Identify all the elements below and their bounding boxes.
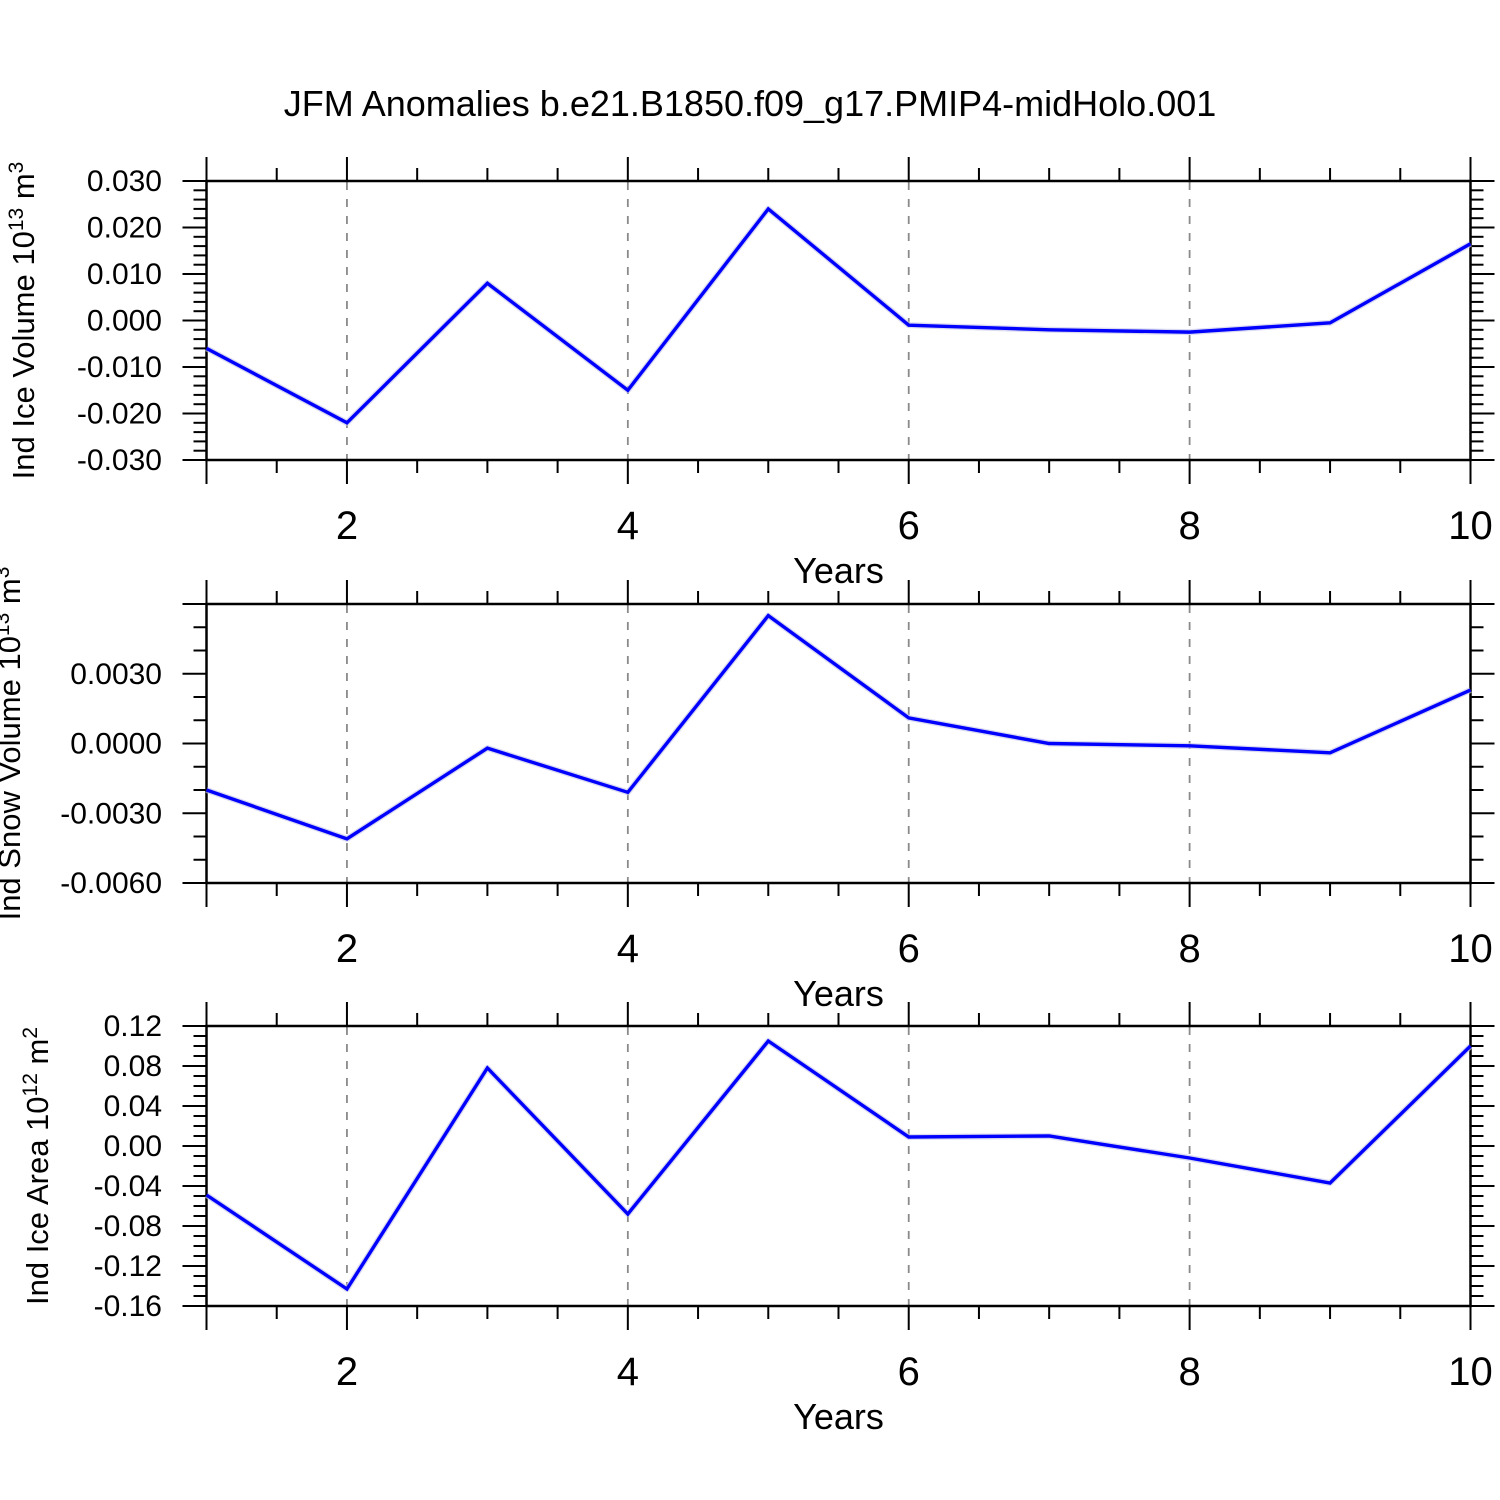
y-tick-label: -0.030 <box>77 444 162 477</box>
y-tick-label: -0.04 <box>94 1170 162 1203</box>
y-tick-label: 0.08 <box>104 1050 162 1083</box>
y-axis-title: Ind Ice Volume 1013 m3 <box>5 162 41 480</box>
subplot-3: 0.12 0.08 0.04 0.00 -0.04 -0.08 -0.12 -0.16 2 4 6 8… <box>19 1002 1495 1437</box>
plot-box <box>205 1024 1472 1308</box>
x-tick-label: 6 <box>898 1350 920 1394</box>
y-tick-label: 0.010 <box>87 258 162 291</box>
y-tick-label: 0.000 <box>87 305 162 338</box>
x-tick-label: 4 <box>617 927 639 971</box>
series-line <box>205 206 1472 425</box>
series-line <box>205 1038 1472 1292</box>
series-line-halo <box>204 1038 1473 1292</box>
x-axis-title: Years <box>793 973 884 1014</box>
x-tick-label: 8 <box>1178 504 1200 548</box>
plot-box <box>205 179 1472 462</box>
x-tick-label: 8 <box>1178 927 1200 971</box>
x-tick-label: 2 <box>336 927 358 971</box>
x-tick-label: 6 <box>898 504 920 548</box>
series-line-halo <box>205 205 1472 426</box>
y-tick-label: 0.00 <box>104 1130 162 1163</box>
series-line <box>205 613 1472 841</box>
y-tick-label: -0.0030 <box>60 797 162 830</box>
y-tick-label: 0.020 <box>87 212 162 245</box>
x-tick-label: 4 <box>617 1350 639 1394</box>
chart-title: JFM Anomalies b.e21.B1850.f09_g17.PMIP4-… <box>283 83 1217 124</box>
subplot-1: 0.030 0.020 0.010 0.000 -0.010 -0.020 -0.030 2 4… <box>5 157 1495 591</box>
plot-box <box>205 602 1472 885</box>
y-tick-label: 0.0000 <box>70 728 162 761</box>
y-tick-label: 0.04 <box>104 1090 162 1123</box>
x-tick-label: 6 <box>898 927 920 971</box>
y-tick-label: 0.030 <box>87 165 162 198</box>
y-axis-title: Ind Snow Volume 1013 m3 <box>0 567 27 921</box>
y-tick-label: -0.16 <box>94 1290 162 1323</box>
y-axis-title: Ind Ice Area 1012 m2 <box>19 1027 55 1305</box>
x-tick-label: 10 <box>1448 1350 1493 1394</box>
x-tick-label: 10 <box>1448 927 1493 971</box>
y-tick-label: -0.08 <box>94 1210 162 1243</box>
subplot-2: 0.0030 0.0000 -0.0030 -0.0060 2 4 6 8 10 Years Ind… <box>0 567 1495 1014</box>
x-tick-label: 2 <box>336 504 358 548</box>
y-tick-label: -0.12 <box>94 1250 162 1283</box>
y-tick-label: -0.020 <box>77 398 162 431</box>
y-tick-label: 0.0030 <box>70 658 162 691</box>
x-axis-title: Years <box>793 550 884 591</box>
y-tick-label: -0.0060 <box>60 867 162 900</box>
x-tick-label: 10 <box>1448 504 1493 548</box>
y-tick-label: 0.12 <box>104 1010 162 1043</box>
x-tick-label: 8 <box>1178 1350 1200 1394</box>
x-tick-label: 2 <box>336 1350 358 1394</box>
y-tick-label: -0.010 <box>77 351 162 384</box>
x-axis-title: Years <box>793 1396 884 1437</box>
x-tick-label: 4 <box>617 504 639 548</box>
